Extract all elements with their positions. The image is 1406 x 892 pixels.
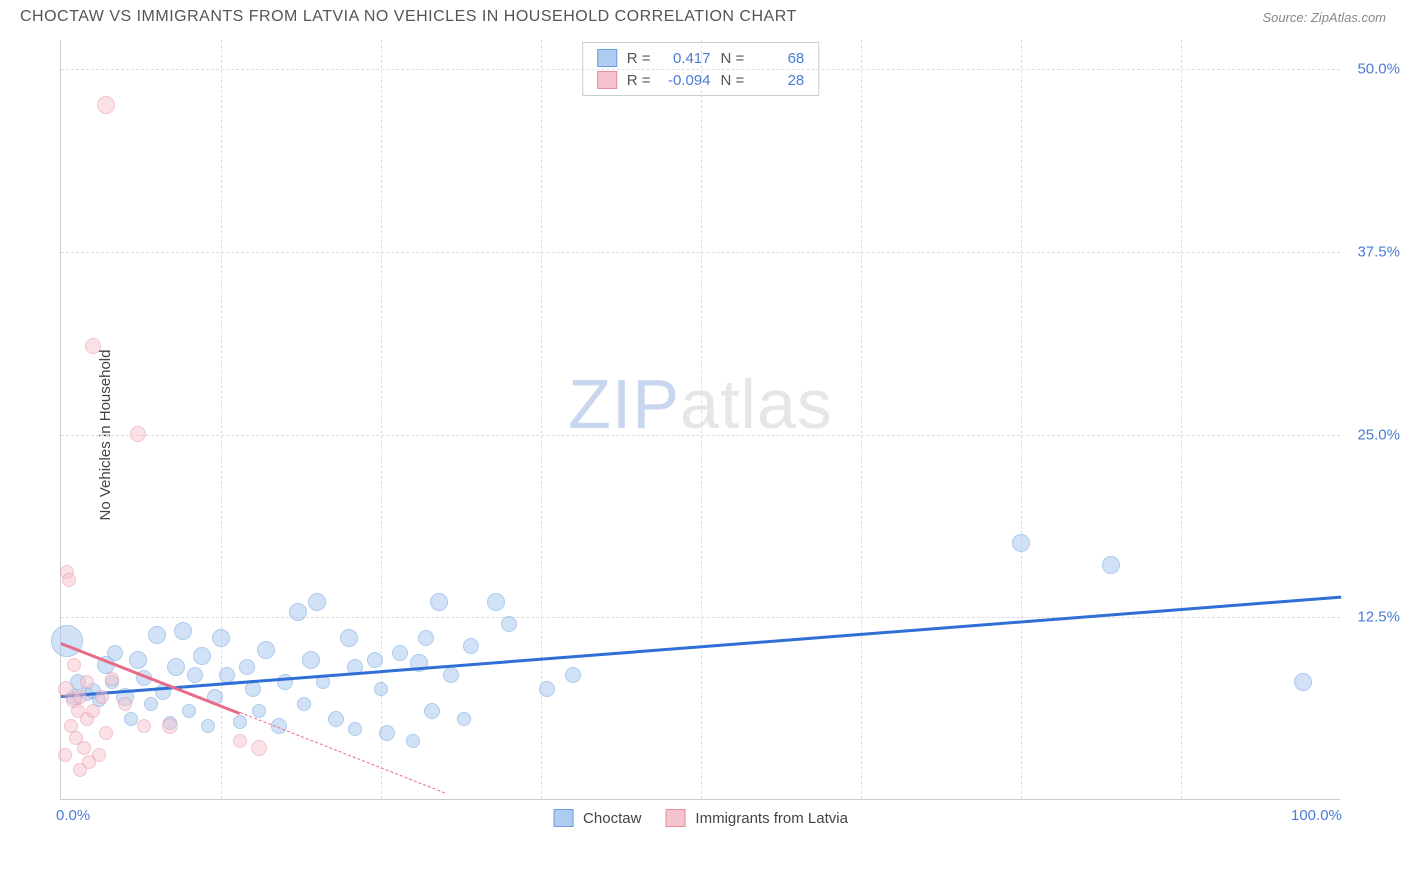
data-point xyxy=(245,681,261,697)
x-tick-label: 100.0% xyxy=(1291,807,1342,824)
data-point xyxy=(201,719,215,733)
n-value-latvia: 28 xyxy=(754,72,804,89)
watermark-atlas: atlas xyxy=(680,365,833,443)
data-point xyxy=(392,645,408,661)
y-tick-label: 50.0% xyxy=(1357,61,1400,78)
data-point xyxy=(348,722,362,736)
data-point xyxy=(308,593,326,611)
grid-line-v xyxy=(1181,40,1182,799)
data-point xyxy=(97,96,115,114)
grid-line-v xyxy=(701,40,702,799)
data-point xyxy=(174,622,192,640)
grid-line-v xyxy=(1021,40,1022,799)
y-tick-label: 25.0% xyxy=(1357,426,1400,443)
y-tick-label: 12.5% xyxy=(1357,609,1400,626)
data-point xyxy=(418,630,434,646)
watermark-zip: ZIP xyxy=(568,365,680,443)
data-point xyxy=(162,718,178,734)
data-point xyxy=(219,667,235,683)
data-point xyxy=(193,647,211,665)
data-point xyxy=(1294,673,1312,691)
swatch-choctaw xyxy=(553,809,573,827)
data-point xyxy=(1102,556,1120,574)
swatch-latvia xyxy=(597,71,617,89)
data-point xyxy=(297,697,311,711)
data-point xyxy=(80,675,94,689)
data-point xyxy=(374,682,388,696)
data-point xyxy=(124,712,138,726)
data-point xyxy=(144,697,158,711)
n-label: N = xyxy=(721,72,745,89)
n-label: N = xyxy=(721,50,745,67)
data-point xyxy=(424,703,440,719)
data-point xyxy=(289,603,307,621)
data-point xyxy=(406,734,420,748)
data-point xyxy=(129,651,147,669)
grid-line-v xyxy=(861,40,862,799)
data-point xyxy=(233,715,247,729)
data-point xyxy=(137,719,151,733)
chart-container: No Vehicles in Household ZIPatlas R = 0.… xyxy=(50,40,1370,830)
data-point xyxy=(340,629,358,647)
data-point xyxy=(51,625,83,657)
data-point xyxy=(182,704,196,718)
legend-label-latvia: Immigrants from Latvia xyxy=(695,810,848,827)
data-point xyxy=(92,748,106,762)
scatter-plot-area: ZIPatlas R = 0.417 N = 68 R = -0.094 N =… xyxy=(60,40,1340,800)
data-point xyxy=(130,426,146,442)
data-point xyxy=(487,593,505,611)
data-point xyxy=(328,711,344,727)
data-point xyxy=(67,658,81,672)
swatch-latvia xyxy=(665,809,685,827)
data-point xyxy=(302,651,320,669)
data-point xyxy=(95,690,109,704)
data-point xyxy=(1012,534,1030,552)
data-point xyxy=(212,629,230,647)
data-point xyxy=(367,652,383,668)
data-point xyxy=(107,645,123,661)
series-legend: Choctaw Immigrants from Latvia xyxy=(553,809,848,827)
data-point xyxy=(105,672,119,686)
data-point xyxy=(86,704,100,718)
data-point xyxy=(501,616,517,632)
data-point xyxy=(379,725,395,741)
data-point xyxy=(463,638,479,654)
legend-label-choctaw: Choctaw xyxy=(583,810,641,827)
n-value-choctaw: 68 xyxy=(754,50,804,67)
data-point xyxy=(233,734,247,748)
r-value-choctaw: 0.417 xyxy=(661,50,711,67)
r-label: R = xyxy=(627,72,651,89)
chart-title: CHOCTAW VS IMMIGRANTS FROM LATVIA NO VEH… xyxy=(20,8,797,26)
data-point xyxy=(187,667,203,683)
data-point xyxy=(252,704,266,718)
data-point xyxy=(73,690,87,704)
grid-line-v xyxy=(221,40,222,799)
swatch-choctaw xyxy=(597,49,617,67)
data-point xyxy=(118,697,132,711)
chart-header: CHOCTAW VS IMMIGRANTS FROM LATVIA NO VEH… xyxy=(0,0,1406,30)
data-point xyxy=(539,681,555,697)
r-label: R = xyxy=(627,50,651,67)
data-point xyxy=(148,626,166,644)
data-point xyxy=(99,726,113,740)
data-point xyxy=(62,573,76,587)
data-point xyxy=(457,712,471,726)
data-point xyxy=(167,658,185,676)
x-tick-label: 0.0% xyxy=(56,807,90,824)
data-point xyxy=(239,659,255,675)
source-attribution: Source: ZipAtlas.com xyxy=(1262,10,1386,25)
data-point xyxy=(430,593,448,611)
r-value-latvia: -0.094 xyxy=(661,72,711,89)
y-tick-label: 37.5% xyxy=(1357,243,1400,260)
data-point xyxy=(58,748,72,762)
data-point xyxy=(251,740,267,756)
trend-line-dashed xyxy=(240,712,445,793)
data-point xyxy=(85,338,101,354)
data-point xyxy=(565,667,581,683)
data-point xyxy=(443,667,459,683)
data-point xyxy=(257,641,275,659)
data-point xyxy=(77,741,91,755)
